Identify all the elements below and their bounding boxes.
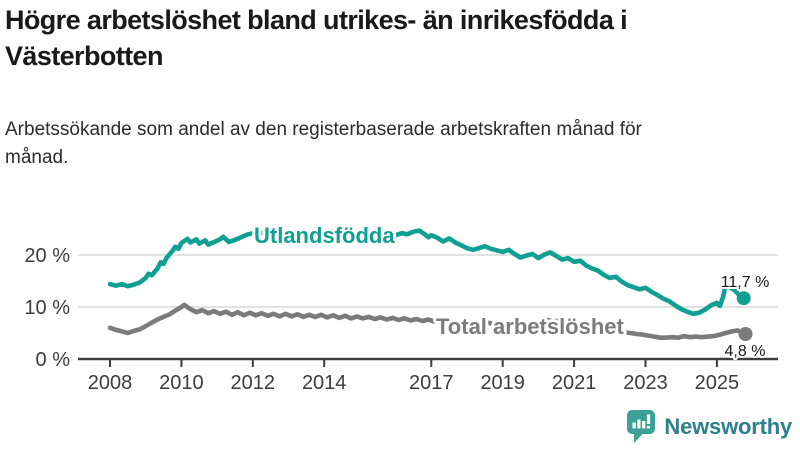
- bar-chart-speech-bubble-icon: [627, 410, 656, 443]
- newsworthy-logo[interactable]: Newsworthy: [626, 409, 792, 444]
- x-axis-tick-label: 2014: [302, 372, 347, 394]
- page-title: Högre arbetslöshet bland utrikes- än inr…: [5, 5, 628, 71]
- end-value-label-total-arbetsloshet: 4,8 %: [725, 343, 766, 360]
- series-line-utlandsfodda: [107, 228, 747, 317]
- x-axis-tick-label: 2025: [695, 372, 740, 394]
- y-axis-tick-label: 0 %: [36, 349, 71, 371]
- x-axis-tick-label: 2010: [159, 372, 204, 394]
- series-line-total-arbetsloshet: [107, 302, 748, 341]
- x-axis-tick-label: 2019: [480, 372, 525, 394]
- series-end-dot-utlandsfodda: [736, 291, 751, 306]
- x-axis-tick-label: 2008: [88, 372, 133, 394]
- y-axis-tick-label: 10 %: [24, 297, 70, 319]
- y-axis-tick-label: 20 %: [24, 245, 70, 267]
- x-axis-tick-label: 2012: [231, 372, 276, 394]
- series-end-dot-total-arbetsloshet: [738, 327, 753, 341]
- x-axis-tick-label: 2021: [552, 372, 597, 394]
- series-label-total-arbetsloshet: Total arbetslöshet: [436, 314, 625, 339]
- newsworthy-logo-text: Newsworthy: [664, 413, 792, 439]
- x-axis-tick-label: 2023: [623, 372, 668, 394]
- end-value-label-utlandsfodda: 11,7 %: [721, 274, 770, 291]
- x-axis-tick-label: 2017: [409, 372, 454, 394]
- chart-subtitle: Arbetssökande som andel av den registerb…: [5, 119, 642, 168]
- series-label-utlandsfodda: Utlandsfödda: [254, 223, 395, 248]
